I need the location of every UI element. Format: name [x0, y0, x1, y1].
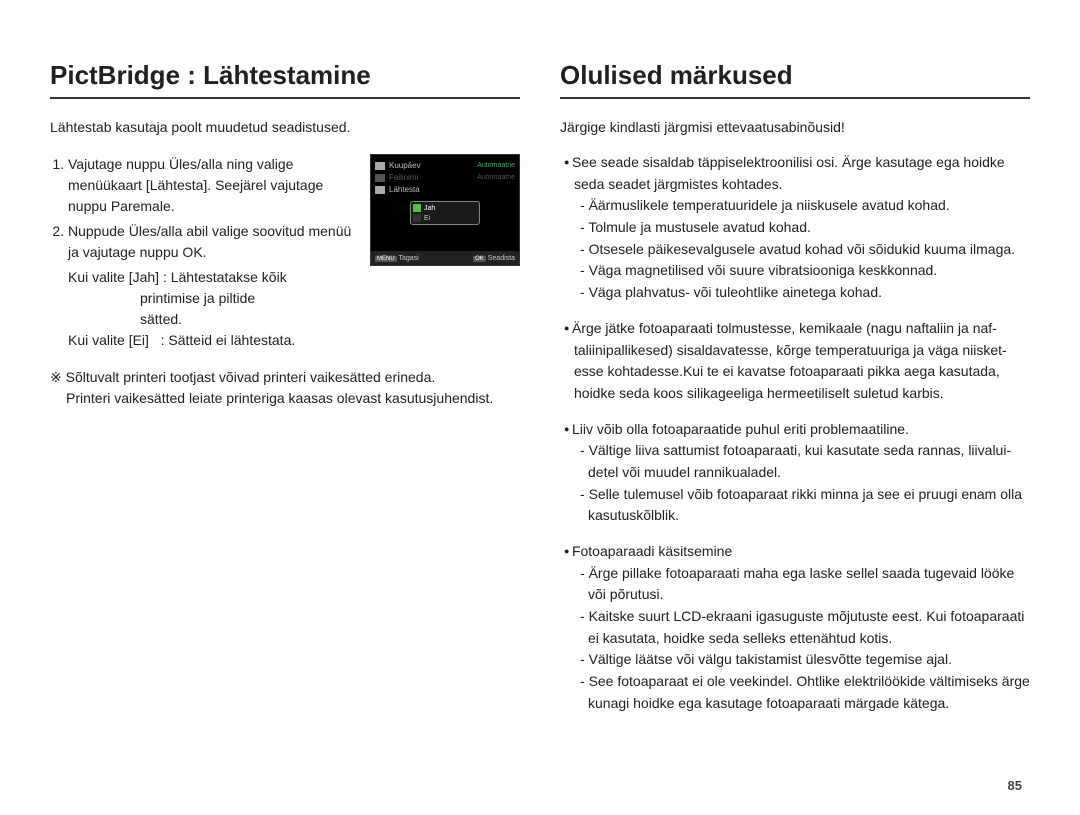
bullet-lead: See seade sisaldab täppiselektroonilisi … [560, 152, 1030, 195]
left-title: PictBridge : Lähtestamine [50, 60, 520, 99]
note-line1: Sõltuvalt printeri tootjast võivad print… [66, 369, 436, 385]
left-column: PictBridge : Lähtestamine Lähtestab kasu… [50, 60, 520, 715]
check-icon [413, 204, 421, 212]
right-column: Olulised märkused Järgige kindlasti järg… [560, 60, 1030, 715]
lcd-right-date: Automaatne [477, 162, 515, 169]
step-2: Nuppude Üles/alla abil valige soovitud m… [68, 221, 360, 263]
lcd-right-file: Automaatne [477, 174, 515, 181]
file-icon [375, 174, 385, 182]
left-steps: Vajutage nuppu Üles/alla ning valige men… [50, 154, 360, 263]
lcd-footer: MENU Tagasi OK Seadista [371, 251, 519, 265]
lcd-row-file: Failinimi Automaatne [375, 173, 515, 182]
note-line2: Printeri vaikesätted leiate printeriga k… [66, 388, 520, 409]
lcd-row-date: Kuupäev Automaatne [375, 161, 515, 170]
dash-item: Otsesele päikesevalgusele avatud kohad v… [580, 239, 1030, 261]
choice-yes-val2: printimise ja piltide [140, 288, 360, 309]
note-symbol: ※ [50, 369, 62, 385]
bullet-lead: Fotoaparaadi käsitsemine [560, 541, 1030, 563]
choice-yes-key: Kui valite [Jah] [68, 269, 159, 285]
lcd-footer-left: Tagasi [399, 255, 419, 262]
right-title: Olulised märkused [560, 60, 1030, 99]
lcd-screen: Kuupäev Automaatne Failinimi Automaatne … [370, 154, 520, 266]
step-1: Vajutage nuppu Üles/alla ning valige men… [68, 154, 360, 217]
lcd-label-date: Kuupäev [389, 161, 421, 170]
lcd-popup-no: Ei [413, 214, 477, 222]
choice-no-key: Kui valite [Ei] [68, 332, 149, 348]
dash-item: Väga plahvatus- või tuleohtlike ainetega… [580, 282, 1030, 304]
lcd-popup: Jah Ei [410, 201, 480, 225]
right-intro: Järgige kindlasti järgmisi ettevaatusabi… [560, 117, 1030, 138]
left-note: ※ Sõltuvalt printeri tootjast võivad pri… [50, 367, 520, 409]
page-number: 85 [1008, 778, 1022, 793]
lcd-row-reset: Lähtesta [375, 185, 515, 194]
lcd-menu-btn: MENU [375, 256, 397, 262]
dash-item: Selle tulemusel võib fotoaparaat rikki m… [580, 484, 1030, 527]
lcd-ok-btn: OK [473, 256, 486, 262]
choice-yes-val1: : Lähtestatakse kõik [163, 269, 287, 285]
lcd-popup-yes-text: Jah [424, 205, 435, 212]
lcd-footer-right: Seadista [488, 255, 515, 262]
left-intro: Lähtestab kasutaja poolt muudetud seadis… [50, 117, 520, 138]
dash-item: Kaitske suurt LCD-ekraani igasuguste mõj… [580, 606, 1030, 649]
bullet-lead: Ärge jätke fotoaparaati tolmustesse, kem… [560, 318, 1030, 405]
lcd-label-file: Failinimi [389, 173, 418, 182]
dash-item: See fotoaparaat ei ole veekindel. Ohtlik… [580, 671, 1030, 714]
dash-item: Tolmule ja mustusele avatud kohad. [580, 217, 1030, 239]
dash-item: Äärmuslikele temperatuuridele ja niiskus… [580, 195, 1030, 217]
right-sections: See seade sisaldab täppiselektroonilisi … [560, 152, 1030, 715]
choice-no-val: : Sätteid ei lähtestata. [161, 332, 296, 348]
dash-item: Vältige läätse või välgu takistamist üle… [580, 649, 1030, 671]
bullet-lead: Liiv võib olla fotoaparaatide puhul erit… [560, 419, 1030, 441]
dash-item: Väga magnetilised või suure vibratsiooni… [580, 260, 1030, 282]
uncheck-icon [413, 214, 421, 222]
choice-yes-val3: sätted. [140, 309, 360, 330]
dash-item: Vältige liiva sattumist fotoaparaati, ku… [580, 440, 1030, 483]
reset-icon [375, 186, 385, 194]
date-icon [375, 162, 385, 170]
lcd-label-reset: Lähtesta [389, 185, 420, 194]
lcd-popup-yes: Jah [413, 204, 477, 212]
dash-item: Ärge pillake fotoaparaati maha ega laske… [580, 563, 1030, 606]
lcd-popup-no-text: Ei [424, 215, 430, 222]
